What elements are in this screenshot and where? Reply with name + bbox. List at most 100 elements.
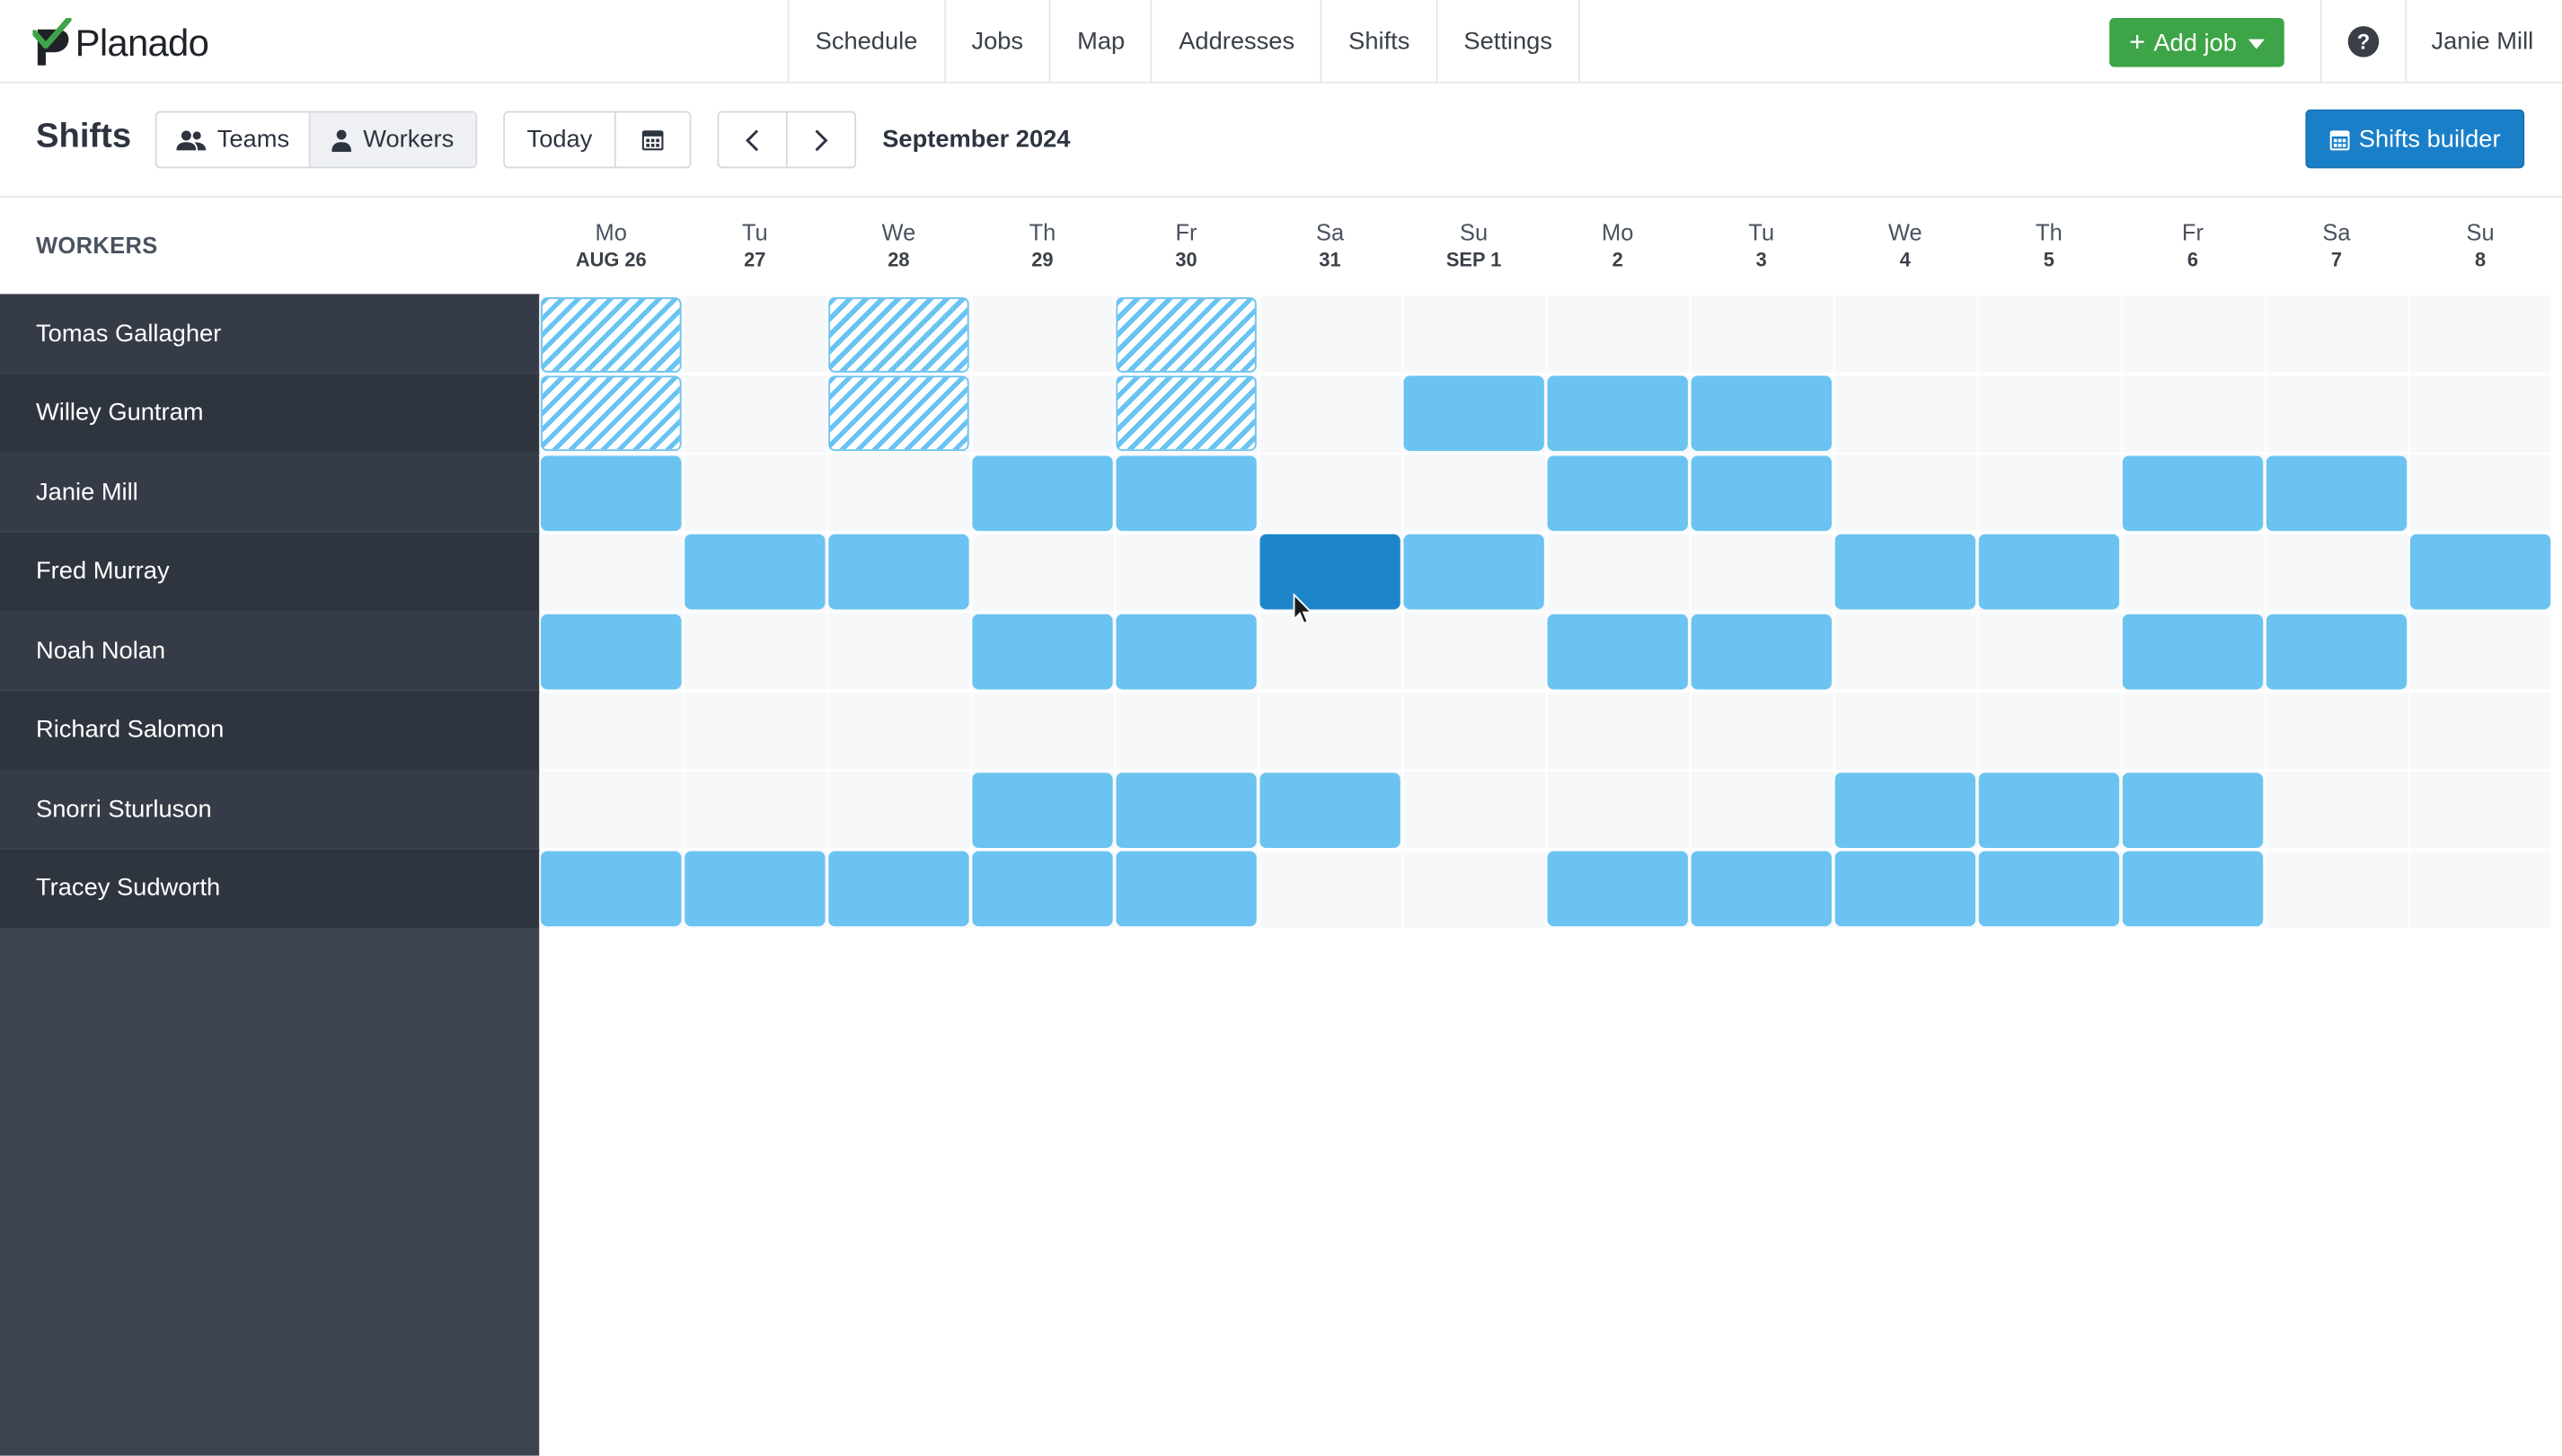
day-of-week: Th bbox=[2036, 218, 2063, 245]
shift-cell[interactable] bbox=[972, 851, 1113, 927]
shift-cell[interactable] bbox=[2266, 613, 2407, 689]
shift-cell[interactable] bbox=[541, 851, 682, 927]
shift-cell[interactable] bbox=[1691, 454, 1832, 531]
worker-row[interactable]: Noah Nolan bbox=[0, 611, 540, 690]
teams-label: Teams bbox=[216, 126, 290, 154]
nav-settings[interactable]: Settings bbox=[1437, 0, 1580, 82]
add-job-button[interactable]: + Add job bbox=[2109, 18, 2284, 67]
shift-cell-selected[interactable] bbox=[1259, 534, 1400, 610]
column-divider bbox=[2264, 294, 2266, 929]
nav-schedule[interactable]: Schedule bbox=[790, 0, 946, 82]
shifts-toolbar: Shifts Teams Workers Today bbox=[0, 84, 2562, 199]
nav-shifts[interactable]: Shifts bbox=[1322, 0, 1438, 82]
worker-row[interactable]: Tomas Gallagher bbox=[0, 294, 540, 373]
worker-row[interactable]: Richard Salomon bbox=[0, 690, 540, 769]
shift-cell[interactable] bbox=[685, 851, 826, 927]
day-date: 3 bbox=[1755, 248, 1767, 271]
day-date: 2 bbox=[1612, 248, 1623, 271]
worker-row[interactable]: Willey Guntram bbox=[0, 373, 540, 452]
shift-cell-pending[interactable] bbox=[1116, 296, 1257, 372]
shift-cell[interactable] bbox=[1116, 613, 1257, 689]
shift-cell[interactable] bbox=[1978, 534, 2120, 610]
worker-row[interactable]: Snorri Sturluson bbox=[0, 769, 540, 848]
shifts-builder-button[interactable]: Shifts builder bbox=[2305, 109, 2525, 169]
day-date: 5 bbox=[2043, 248, 2054, 271]
day-of-week: Su bbox=[2466, 218, 2495, 245]
nav-addresses[interactable]: Addresses bbox=[1153, 0, 1323, 82]
chevron-left-icon bbox=[746, 128, 759, 151]
shift-cell[interactable] bbox=[1116, 851, 1257, 927]
shift-cell[interactable] bbox=[541, 454, 682, 531]
shift-cell[interactable] bbox=[1834, 772, 1976, 848]
shift-cell[interactable] bbox=[1691, 613, 1832, 689]
day-header: Su SEP 1 bbox=[1402, 217, 1546, 275]
shift-cell[interactable] bbox=[2409, 534, 2551, 610]
day-date: 30 bbox=[1175, 248, 1197, 271]
shift-cell[interactable] bbox=[2122, 772, 2264, 848]
day-header: Sa 31 bbox=[1259, 217, 1402, 275]
shift-cell[interactable] bbox=[1978, 772, 2120, 848]
column-divider bbox=[970, 294, 973, 929]
prev-period-button[interactable] bbox=[719, 112, 788, 167]
shift-cell[interactable] bbox=[1691, 851, 1832, 927]
shift-cell[interactable] bbox=[2122, 454, 2264, 531]
shift-cell[interactable] bbox=[1116, 772, 1257, 848]
user-menu[interactable]: Janie Mill bbox=[2431, 27, 2534, 55]
shift-cell[interactable] bbox=[1403, 375, 1544, 452]
day-of-week: Tu bbox=[1748, 218, 1775, 245]
teams-view-button[interactable]: Teams bbox=[157, 112, 311, 167]
worker-row[interactable]: Tracey Sudworth bbox=[0, 848, 540, 928]
nav-map[interactable]: Map bbox=[1051, 0, 1153, 82]
shift-cell[interactable] bbox=[1259, 772, 1400, 848]
shift-row bbox=[539, 692, 2551, 769]
teams-icon bbox=[176, 129, 207, 150]
shift-cell[interactable] bbox=[972, 613, 1113, 689]
shift-cell[interactable] bbox=[1547, 851, 1688, 927]
shift-cell[interactable] bbox=[972, 772, 1113, 848]
chevron-down-icon bbox=[2248, 39, 2265, 49]
workers-view-button[interactable]: Workers bbox=[310, 112, 476, 167]
help-icon[interactable]: ? bbox=[2347, 25, 2380, 57]
shift-cell[interactable] bbox=[1834, 851, 1976, 927]
shift-cell[interactable] bbox=[1547, 454, 1688, 531]
shift-cell[interactable] bbox=[2122, 851, 2264, 927]
workers-label: Workers bbox=[363, 126, 455, 154]
shift-cell-pending[interactable] bbox=[828, 375, 969, 452]
day-header: Mo 2 bbox=[1546, 217, 1690, 275]
day-header: Tu 3 bbox=[1690, 217, 1833, 275]
shift-cell-pending[interactable] bbox=[828, 296, 969, 372]
shift-cell[interactable] bbox=[828, 851, 969, 927]
workers-sidebar: Tomas Gallagher Willey Guntram Janie Mill F… bbox=[0, 294, 540, 1456]
period-nav bbox=[717, 110, 857, 169]
shift-cell-pending[interactable] bbox=[541, 296, 682, 372]
planado-logo-icon bbox=[32, 18, 72, 66]
shift-cell[interactable] bbox=[1834, 534, 1976, 610]
shift-cell-pending[interactable] bbox=[541, 375, 682, 452]
shift-cell[interactable] bbox=[1978, 851, 2120, 927]
day-header: Th 29 bbox=[970, 217, 1114, 275]
shift-cell[interactable] bbox=[972, 454, 1113, 531]
today-button[interactable]: Today bbox=[505, 112, 616, 167]
shift-cell[interactable] bbox=[1547, 375, 1688, 452]
planado-logo[interactable]: Planado bbox=[32, 16, 209, 68]
shift-cell[interactable] bbox=[2122, 613, 2264, 689]
day-of-week: We bbox=[1887, 218, 1922, 245]
day-of-week: Su bbox=[1460, 218, 1489, 245]
shift-cell[interactable] bbox=[1547, 613, 1688, 689]
shift-cell-pending[interactable] bbox=[1116, 375, 1257, 452]
shift-cell[interactable] bbox=[1691, 375, 1832, 452]
calendar-picker-button[interactable] bbox=[616, 113, 690, 167]
day-of-week: Fr bbox=[2181, 218, 2204, 245]
worker-row[interactable]: Janie Mill bbox=[0, 452, 540, 532]
app-name: Planado bbox=[75, 20, 209, 64]
day-date: SEP 1 bbox=[1445, 248, 1502, 271]
shift-cell[interactable] bbox=[1116, 454, 1257, 531]
shift-cell[interactable] bbox=[828, 534, 969, 610]
worker-row[interactable]: Fred Murray bbox=[0, 532, 540, 611]
shift-cell[interactable] bbox=[541, 613, 682, 689]
next-period-button[interactable] bbox=[788, 113, 855, 167]
shift-cell[interactable] bbox=[685, 534, 826, 610]
shift-cell[interactable] bbox=[2266, 454, 2407, 531]
shift-cell[interactable] bbox=[1403, 534, 1544, 610]
nav-jobs[interactable]: Jobs bbox=[945, 0, 1051, 82]
